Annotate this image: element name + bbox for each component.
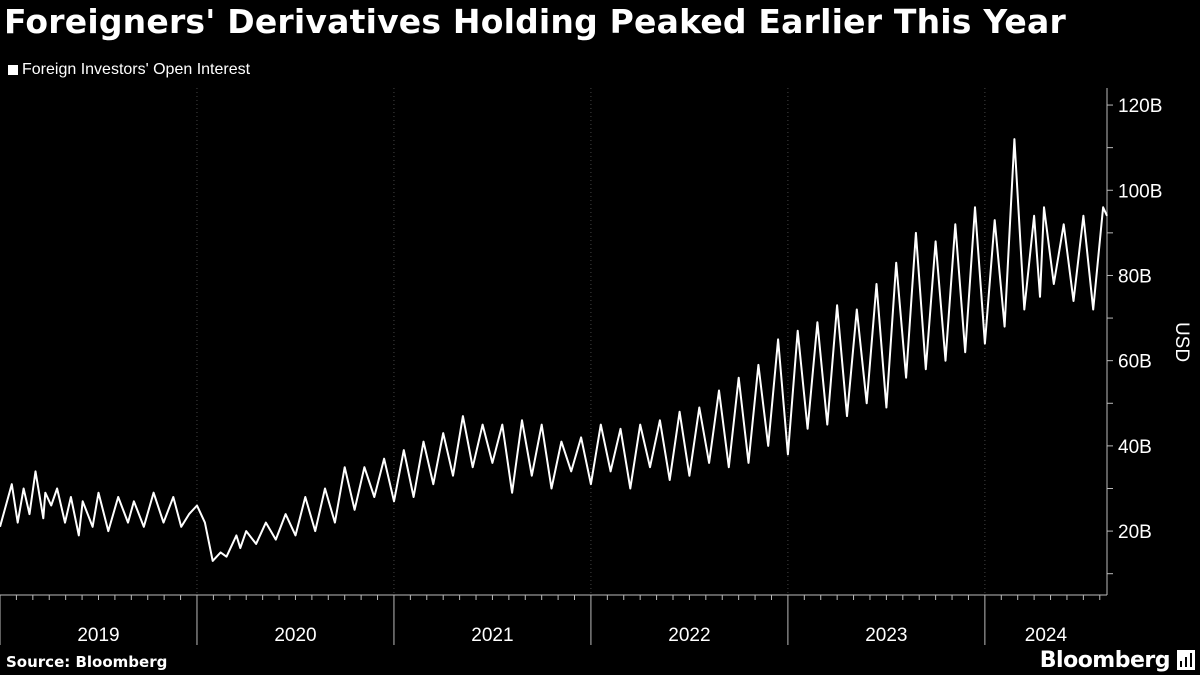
- bloomberg-logo: Bloomberg: [1039, 648, 1171, 673]
- series-line: [0, 138, 1108, 562]
- x-tick-label: 2022: [668, 625, 710, 646]
- legend: Foreign Investors' Open Interest: [8, 61, 250, 79]
- bloomberg-mark-icon: [1177, 650, 1195, 670]
- legend-swatch: [8, 65, 18, 75]
- y-tick-label: 120B: [1118, 96, 1162, 117]
- y-tick-label: 100B: [1118, 181, 1162, 202]
- x-tick-label: 2024: [1025, 625, 1068, 646]
- source-note: Source: Bloomberg: [6, 653, 168, 671]
- x-tick-label: 2019: [77, 625, 119, 646]
- x-tick-label: 2020: [274, 625, 316, 646]
- y-tick-label: 40B: [1118, 437, 1152, 458]
- legend-label: Foreign Investors' Open Interest: [22, 61, 251, 78]
- y-tick-label: 60B: [1118, 352, 1152, 373]
- y-tick-label: 20B: [1118, 522, 1152, 543]
- x-tick-label: 2023: [865, 625, 907, 646]
- chart-title: Foreigners' Derivatives Holding Peaked E…: [4, 2, 1066, 41]
- y-tick-label: 80B: [1118, 266, 1152, 287]
- x-tick-label: 2021: [471, 625, 513, 646]
- y-axis-title: USD: [1171, 322, 1192, 362]
